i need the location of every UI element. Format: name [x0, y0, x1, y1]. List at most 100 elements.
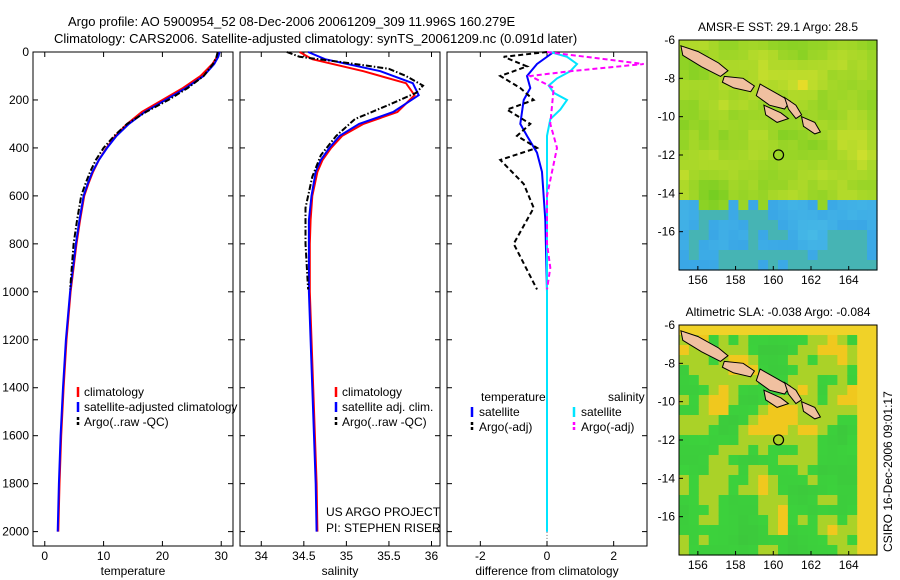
- map-cell: [847, 180, 858, 191]
- map-cell: [787, 180, 799, 191]
- y-tick-label: -8: [664, 356, 675, 370]
- map-cell: [787, 60, 799, 71]
- map-cell: [718, 405, 730, 416]
- map-cell: [728, 405, 739, 416]
- map-cell: [679, 260, 690, 271]
- map-cell: [748, 250, 759, 261]
- map-cell: [738, 60, 749, 71]
- map-cell: [817, 200, 829, 211]
- x-tick-label: 34.5: [292, 549, 316, 563]
- map-cell: [867, 250, 878, 261]
- map-cell: [797, 240, 809, 251]
- map-cell: [817, 170, 829, 181]
- map-cell: [748, 170, 759, 181]
- map-cell: [738, 345, 749, 356]
- map-cell: [857, 435, 868, 446]
- map-cell: [768, 405, 779, 416]
- map-cell: [807, 190, 819, 201]
- map-cell: [718, 325, 730, 336]
- map-cell: [817, 90, 829, 101]
- map-cell: [847, 525, 858, 536]
- map-cell: [728, 120, 739, 131]
- map-cell: [837, 230, 848, 241]
- island-coastline: [783, 381, 803, 405]
- map-cell: [787, 325, 799, 336]
- map-cell: [738, 50, 749, 61]
- map-cell: [787, 150, 799, 161]
- map-cell: [758, 40, 769, 51]
- map-cell: [778, 355, 789, 366]
- map-cell: [778, 220, 789, 231]
- map-cell: [797, 505, 809, 516]
- map-cell: [758, 495, 769, 506]
- map-cell: [768, 415, 779, 426]
- map-cell: [867, 260, 878, 271]
- map-cell: [837, 50, 848, 61]
- sla-map-panel: 156 158 160 162 164 -6 -8 -10 -12 -14 -16 Altimetri…: [658, 305, 878, 572]
- map-cell: [758, 110, 769, 121]
- map-cell: [728, 525, 739, 536]
- map-cell: [827, 210, 838, 221]
- map-cell: [708, 545, 720, 556]
- map-cell: [797, 375, 809, 386]
- map-cell: [679, 535, 690, 546]
- x-tick-label: 0: [41, 549, 48, 563]
- map-cell: [807, 200, 819, 211]
- map-cell: [698, 535, 710, 546]
- map-cell: [679, 170, 690, 181]
- map-cell: [817, 190, 829, 201]
- argo-float-marker: [772, 149, 785, 161]
- map-cell: [778, 210, 789, 221]
- x-axis-label: difference from climatology: [475, 564, 618, 578]
- map-cell: [768, 535, 779, 546]
- map-cell: [758, 545, 769, 556]
- map-cell: [738, 200, 749, 211]
- map-cell: [807, 210, 819, 221]
- map-cell: [718, 435, 730, 446]
- map-cell: [758, 445, 769, 456]
- map-cell: [807, 160, 819, 171]
- map-cell: [768, 210, 779, 221]
- legend-label: satellite adj. clim.: [342, 400, 433, 414]
- map-cell: [768, 40, 779, 51]
- x-tick-label: 156: [688, 558, 708, 572]
- map-cell: [807, 180, 819, 191]
- map-cell: [847, 110, 858, 121]
- map-cell: [748, 385, 759, 396]
- map-cell: [748, 405, 759, 416]
- legend-label: Argo(-adj): [479, 420, 532, 434]
- map-cell: [679, 90, 690, 101]
- map-cell: [847, 485, 858, 496]
- map-cell: [857, 160, 868, 171]
- map-cell: [718, 80, 730, 91]
- map-cell: [718, 70, 730, 81]
- map-cell: [857, 475, 868, 486]
- map-cell: [867, 495, 878, 506]
- map-cell: [738, 415, 749, 426]
- map-cell: [797, 365, 809, 376]
- map-cell: [778, 415, 789, 426]
- map-cell: [807, 260, 819, 271]
- map-cell: [857, 50, 868, 61]
- map-cell: [827, 160, 838, 171]
- map-cell: [738, 465, 749, 476]
- map-cell: [708, 230, 720, 241]
- map-cell: [787, 335, 799, 346]
- map-cell: [837, 140, 848, 151]
- map-cell: [847, 80, 858, 91]
- map-cell: [797, 200, 809, 211]
- map-cell: [768, 250, 779, 261]
- map-cell: [797, 220, 809, 231]
- map-cell: [797, 170, 809, 181]
- map-cell: [698, 70, 710, 81]
- map-cell: [708, 260, 720, 271]
- map-cell: [827, 495, 838, 506]
- map-cell: [748, 240, 759, 251]
- map-cell: [679, 60, 690, 71]
- map-cell: [787, 405, 799, 416]
- map-cell: [708, 445, 720, 456]
- map-cell: [679, 395, 690, 406]
- map-cell: [728, 395, 739, 406]
- map-cell: [698, 385, 710, 396]
- map-cell: [847, 60, 858, 71]
